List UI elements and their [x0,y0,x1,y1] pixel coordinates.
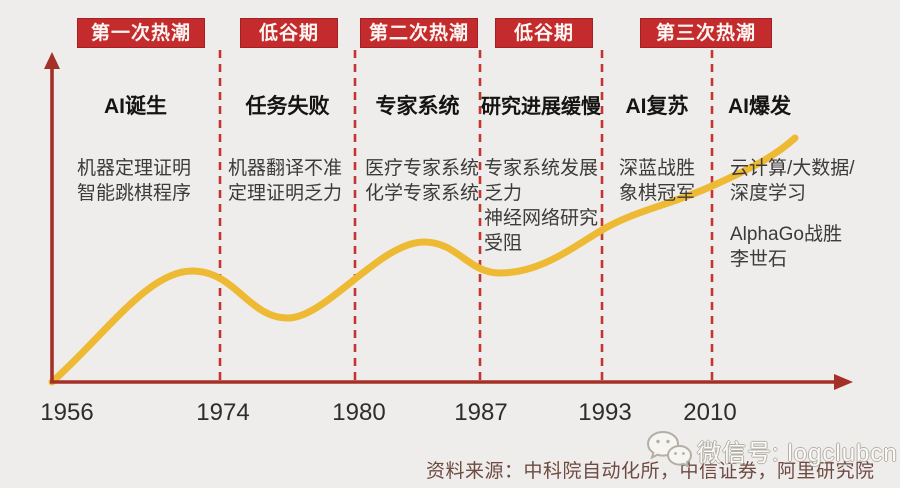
year-tick-label: 1987 [454,399,508,426]
source-note: 资料来源：中科院自动化所，中信证券，阿里研究院 [426,461,875,482]
phase-badge-wave3: 第三次热潮 [640,18,772,48]
y-axis-arrow-icon [44,52,60,69]
detail-line: AlphaGo战胜 [730,224,842,245]
year-tick-label: 1956 [40,399,94,426]
detail-line: 智能跳棋程序 [77,183,192,204]
watermark: 微信号: logclubcn [645,429,898,471]
detail-line: 受阻 [484,233,523,254]
detail-line: 定理证明乏力 [228,183,343,204]
detail-line: 云计算/大数据/ [730,158,855,179]
section-title-ai-explosion: AI爆发 [728,95,791,118]
phase-badge-wave1: 第一次热潮 [77,18,205,48]
phase-badge-trough2: 低谷期 [495,18,593,48]
year-tick-label: 1980 [332,399,386,426]
detail-line: 医疗专家系统 [365,158,480,179]
section-title-slow-progress: 研究进展缓慢 [481,96,601,118]
detail-line: 化学专家系统 [365,183,480,204]
detail-line: 神经网络研究 [484,208,599,229]
section-title-ai-birth: AI诞生 [104,95,167,118]
detail-line: 乏力 [484,183,523,204]
section-detail: 云计算/大数据/ 深度学习 [730,156,855,206]
wechat-icon [646,430,693,469]
detail-line: 李世石 [730,249,788,270]
year-tick-label: 1974 [196,399,250,426]
year-tick-label: 1993 [578,399,632,426]
section-detail: 机器定理证明 智能跳棋程序 [77,156,191,206]
detail-line: 深蓝战胜 [619,158,696,179]
section-detail: 医疗专家系统 化学专家系统 [365,156,479,206]
section-title-task-failure: 任务失败 [245,95,330,118]
detail-line: 深度学习 [730,183,807,204]
detail-line: 机器翻译不准 [228,158,343,179]
section-detail: 机器翻译不准 定理证明乏力 [228,156,342,206]
section-title-expert-system: 专家系统 [375,95,460,118]
section-detail: 深蓝战胜 象棋冠军 [619,156,695,206]
year-tick-label: 2010 [683,399,737,426]
detail-line: 象棋冠军 [619,183,696,204]
section-title-ai-revival: AI复苏 [625,95,689,118]
section-detail: 专家系统发展 乏力 神经网络研究 受阻 [484,156,598,256]
hype-curve [48,134,799,386]
detail-line: 专家系统发展 [484,158,599,179]
phase-badge-trough1: 低谷期 [240,18,338,48]
phase-badge-wave2: 第二次热潮 [360,18,478,48]
watermark-text: 微信号: logclubcn [697,439,898,467]
detail-line: 机器定理证明 [77,158,192,179]
x-axis-arrow-icon [834,374,853,390]
section-detail: AlphaGo战胜 李世石 [730,222,842,272]
